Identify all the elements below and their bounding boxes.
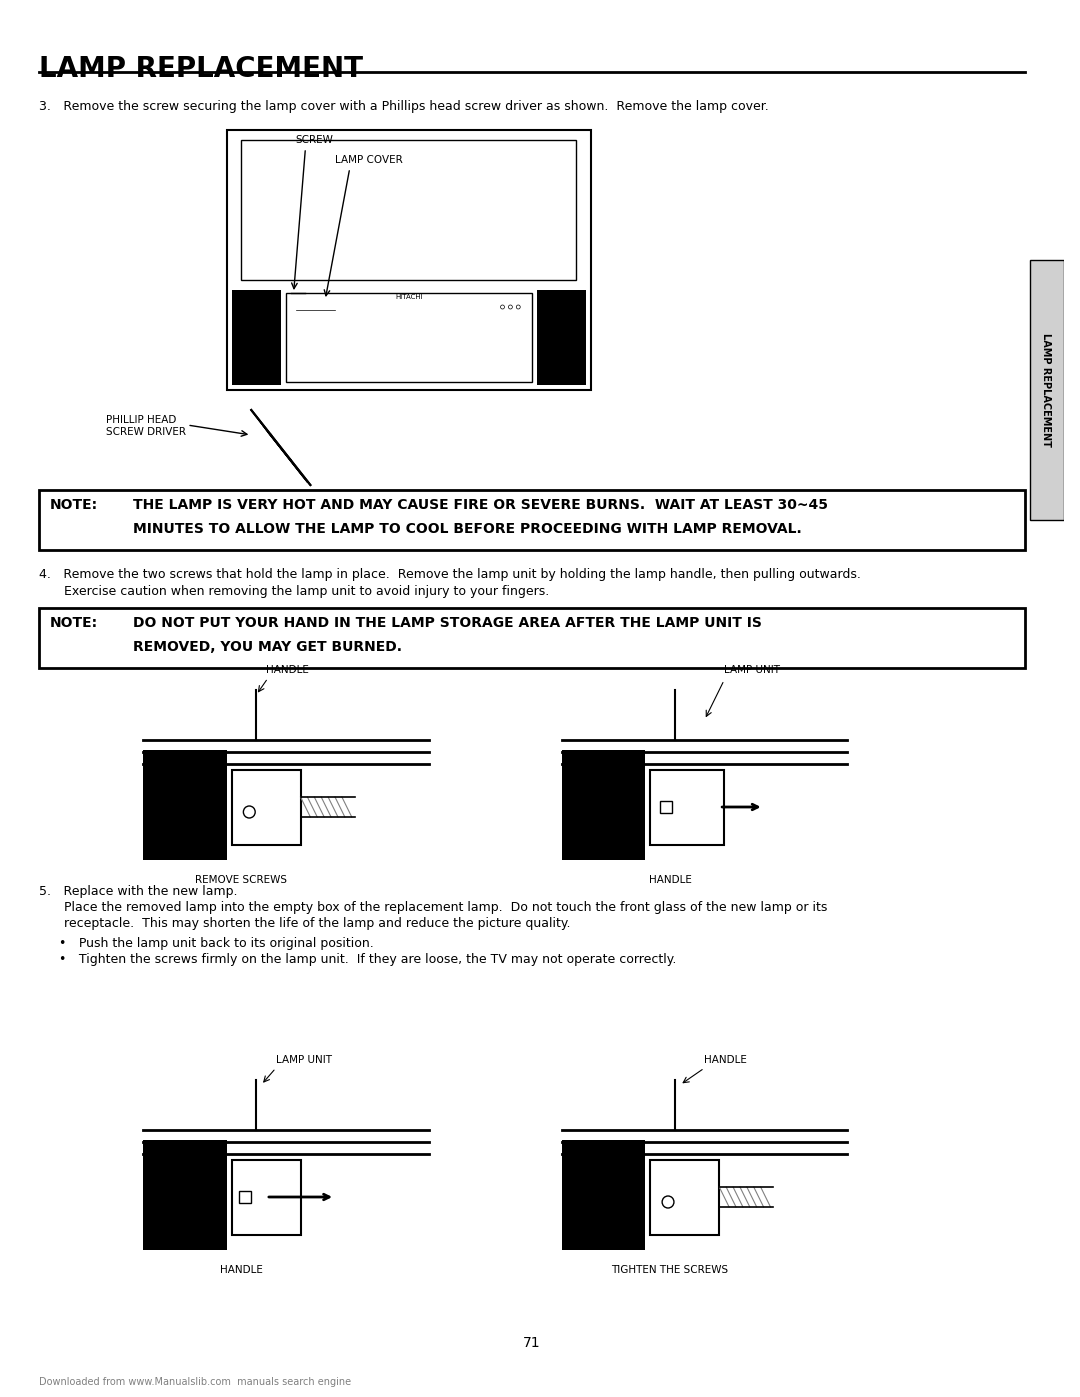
Text: • Tighten the screws firmly on the lamp unit.  If they are loose, the TV may not: • Tighten the screws firmly on the lamp … <box>59 953 676 965</box>
Bar <box>39 608 1025 668</box>
Text: DO NOT PUT YOUR HAND IN THE LAMP STORAGE AREA AFTER THE LAMP UNIT IS: DO NOT PUT YOUR HAND IN THE LAMP STORAGE… <box>133 616 761 630</box>
Text: Place the removed lamp into the empty box of the replacement lamp.  Do not touch: Place the removed lamp into the empty bo… <box>39 901 827 914</box>
Text: HANDLE: HANDLE <box>649 875 691 886</box>
Bar <box>286 293 532 381</box>
Bar <box>143 1140 227 1250</box>
Text: LAMP UNIT: LAMP UNIT <box>275 1055 332 1065</box>
Bar <box>231 291 281 386</box>
Text: SCREW: SCREW <box>296 136 334 145</box>
Text: THE LAMP IS VERY HOT AND MAY CAUSE FIRE OR SEVERE BURNS.  WAIT AT LEAST 30~45: THE LAMP IS VERY HOT AND MAY CAUSE FIRE … <box>133 497 828 511</box>
Text: TIGHTEN THE SCREWS: TIGHTEN THE SCREWS <box>611 1266 729 1275</box>
Text: • Push the lamp unit back to its original position.: • Push the lamp unit back to its origina… <box>59 937 374 950</box>
Bar <box>537 291 586 386</box>
Text: REMOVE SCREWS: REMOVE SCREWS <box>195 875 287 886</box>
Text: 5. Replace with the new lamp.: 5. Replace with the new lamp. <box>39 886 238 898</box>
Text: HANDLE: HANDLE <box>220 1266 262 1275</box>
Text: MINUTES TO ALLOW THE LAMP TO COOL BEFORE PROCEEDING WITH LAMP REMOVAL.: MINUTES TO ALLOW THE LAMP TO COOL BEFORE… <box>133 522 801 536</box>
Text: PHILLIP HEAD
SCREW DRIVER: PHILLIP HEAD SCREW DRIVER <box>107 415 187 437</box>
Bar <box>562 1140 646 1250</box>
Bar <box>650 770 725 845</box>
Bar <box>231 770 300 845</box>
Bar <box>231 1160 300 1235</box>
Text: 3. Remove the screw securing the lamp cover with a Phillips head screw driver as: 3. Remove the screw securing the lamp co… <box>39 101 769 113</box>
Text: LAMP COVER: LAMP COVER <box>335 155 403 165</box>
Bar <box>650 1160 719 1235</box>
Text: REMOVED, YOU MAY GET BURNED.: REMOVED, YOU MAY GET BURNED. <box>133 640 402 654</box>
Bar <box>240 1192 252 1203</box>
Text: 71: 71 <box>523 1336 541 1350</box>
Text: Downloaded from www.Manualslib.com  manuals search engine: Downloaded from www.Manualslib.com manua… <box>39 1377 351 1387</box>
Text: HANDLE: HANDLE <box>266 665 309 675</box>
Text: HITACHI: HITACHI <box>395 293 422 300</box>
Bar <box>1029 260 1064 520</box>
Bar <box>660 800 672 813</box>
Text: LAMP UNIT: LAMP UNIT <box>725 665 780 675</box>
Text: 4. Remove the two screws that hold the lamp in place.  Remove the lamp unit by h: 4. Remove the two screws that hold the l… <box>39 569 861 581</box>
Text: Exercise caution when removing the lamp unit to avoid injury to your fingers.: Exercise caution when removing the lamp … <box>39 585 550 598</box>
Bar <box>39 490 1025 550</box>
Text: LAMP REPLACEMENT: LAMP REPLACEMENT <box>1041 332 1052 447</box>
Text: HANDLE: HANDLE <box>704 1055 747 1065</box>
Bar <box>143 750 227 861</box>
Bar <box>242 140 577 279</box>
Text: NOTE:: NOTE: <box>50 616 97 630</box>
Text: NOTE:: NOTE: <box>50 497 97 511</box>
Text: LAMP REPLACEMENT: LAMP REPLACEMENT <box>39 54 363 82</box>
Bar <box>227 130 591 390</box>
Text: receptacle.  This may shorten the life of the lamp and reduce the picture qualit: receptacle. This may shorten the life of… <box>39 916 571 930</box>
Bar <box>562 750 646 861</box>
